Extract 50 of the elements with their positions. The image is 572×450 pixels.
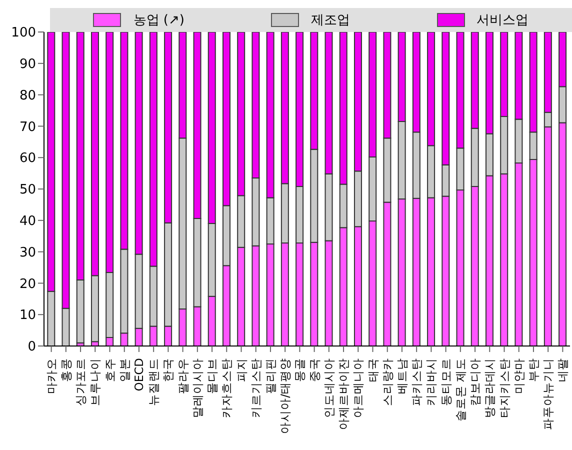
y-tick-label: 10 [19, 308, 36, 324]
y-tick-label: 100 [11, 26, 36, 41]
x-tick-label: 뉴질랜드 [146, 358, 161, 406]
x-tick-label: 아르메니아 [351, 358, 366, 418]
x-tick-label: 캄보디아 [468, 358, 482, 406]
x-tick-label: 스리랑카 [380, 358, 394, 406]
legend-label: 농업 (↗) [133, 12, 184, 29]
x-tick-label: 일본 [117, 358, 132, 382]
y-tick-label: 50 [19, 182, 36, 198]
x-tick-label: 호주 [102, 358, 117, 382]
x-tick-label: 부탄 [526, 358, 540, 382]
x-tick-label: 동티모르 [438, 358, 453, 406]
x-tick-label: 파키스탄 [410, 358, 424, 406]
x-tick-label: 카자흐스탄 [220, 358, 234, 418]
x-tick-label: 미얀마 [512, 358, 526, 394]
x-tick-label: 한국 [161, 358, 176, 382]
x-tick-label: 방글라데시 [482, 358, 497, 418]
legend-label: 제조업 [311, 12, 350, 29]
x-tick-label: 마카오 [44, 358, 58, 394]
legend-label: 서비스업 [476, 12, 529, 29]
y-tick-label: 0 [28, 340, 36, 355]
y-tick-label: 70 [19, 120, 36, 135]
x-tick-label: 피지 [234, 358, 248, 382]
x-tick-label: OECD [132, 358, 146, 392]
y-tick-label: 80 [19, 88, 36, 104]
y-tick-label: 30 [19, 245, 36, 260]
y-tick-label: 40 [19, 214, 36, 230]
x-tick-label: 팔라우 [176, 358, 190, 394]
x-tick-label: 키르기스탄 [248, 358, 263, 418]
x-tick-label: 몽골 [292, 358, 307, 382]
x-tick-label: 중국 [307, 358, 322, 382]
x-tick-label: 인도네시아 [322, 358, 336, 418]
x-tick-label: 싱가포르 [74, 358, 88, 406]
x-tick-label: 필리핀 [263, 358, 278, 394]
x-tick-label: 홍콩 [58, 358, 73, 382]
x-tick-label: 브루나이 [88, 358, 102, 406]
y-tick-label: 60 [19, 151, 36, 166]
x-tick-label: 태국 [366, 358, 380, 382]
x-tick-label: 파푸아뉴기니 [541, 358, 556, 430]
x-tick-label: 아제르바이잔 [336, 358, 351, 430]
x-tick-label: 키리바시 [424, 358, 438, 406]
x-tick-label: 말레이시아 [190, 358, 204, 418]
x-tick-label: 아시아/태평양 [278, 358, 292, 434]
x-tick-label: 베트남 [394, 358, 409, 394]
y-tick-label: 90 [19, 57, 36, 72]
x-tick-label: 타지키스탄 [497, 358, 512, 418]
x-tick-label: 몰디브 [205, 358, 220, 394]
y-tick-label: 20 [19, 276, 36, 292]
x-tick-label: 솔로몬 제도 [453, 358, 468, 422]
x-tick-label: 네팔 [556, 358, 570, 382]
